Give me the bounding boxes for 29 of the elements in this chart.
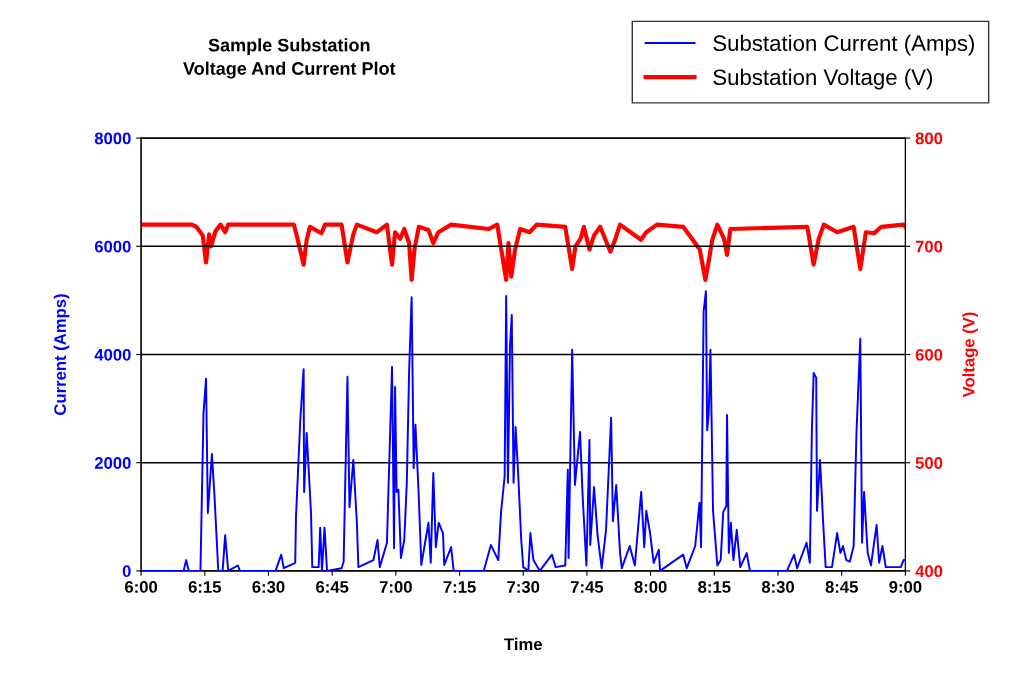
x-tick-label: 6:45 — [316, 581, 349, 593]
x-tick-label: 8:30 — [761, 581, 794, 593]
x-tick-label: 6:15 — [188, 581, 221, 593]
x-tick-label: 7:45 — [570, 581, 604, 593]
x-tick-label: 7:00 — [379, 581, 412, 593]
y2-tick-label: 800 — [915, 132, 943, 145]
x-tick-label: 8:45 — [825, 581, 858, 593]
legend-label: Substation Current (Amps) — [713, 34, 974, 56]
y-tick-label: 6000 — [94, 240, 131, 253]
x-tick-label: 6:30 — [252, 581, 285, 593]
chart-title: Sample Substation Voltage And Current Plot — [183, 38, 396, 79]
x-tick-label: 9:00 — [889, 581, 922, 593]
y2-axis-title: Voltage (V) — [962, 312, 978, 398]
y2-tick-label: 700 — [915, 240, 943, 253]
x-axis-title: Time — [504, 637, 542, 651]
x-tick-label: 8:15 — [698, 581, 731, 593]
y2-tick-label: 400 — [915, 565, 943, 578]
y-tick-label: 8000 — [94, 132, 131, 145]
x-tick-label: 8:00 — [634, 581, 667, 593]
y2-tick-label: 600 — [915, 348, 943, 361]
y-axis-title: Current (Amps) — [53, 294, 70, 415]
y2-tick-label: 500 — [915, 457, 943, 469]
legend-label: Substation Voltage (V) — [713, 68, 933, 90]
x-tick-label: 7:30 — [507, 581, 540, 593]
y-tick-label: 4000 — [94, 348, 131, 361]
y-tick-label: 0 — [122, 565, 131, 578]
x-tick-label: 6:00 — [125, 581, 158, 593]
x-tick-label: 7:15 — [443, 581, 476, 593]
y-tick-label: 2000 — [94, 457, 131, 469]
